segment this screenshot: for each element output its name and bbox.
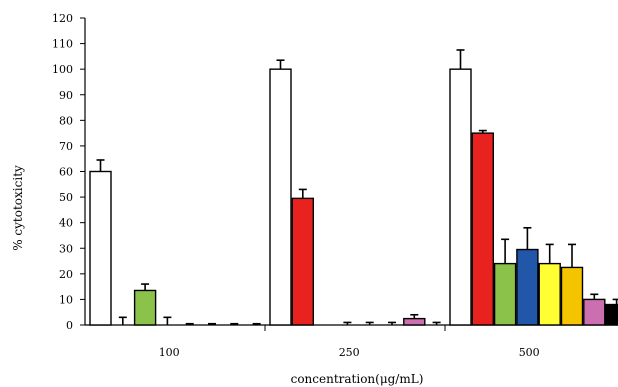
bars [89, 49, 618, 326]
y-tick-label: 0 [66, 319, 73, 332]
bar [605, 303, 618, 326]
x-tick-label: 500 [519, 346, 540, 359]
bar [133, 289, 157, 326]
y-tick-label: 80 [59, 114, 73, 127]
y-tick-label: 100 [52, 63, 73, 76]
y-axis-title: % cytotoxicity [11, 165, 25, 251]
y-tick-label: 40 [59, 217, 73, 230]
bar [493, 262, 517, 326]
bar [516, 248, 539, 326]
bar [471, 132, 494, 326]
y-tick-label: 20 [59, 268, 73, 281]
y-tick-label: 50 [59, 191, 73, 204]
y-tick-label: 30 [59, 242, 73, 255]
y-tick-label: 60 [59, 166, 73, 179]
bar [269, 68, 292, 326]
y-tick-label: 10 [59, 293, 73, 306]
y-tick-label: 90 [59, 89, 73, 102]
x-tick-label: 100 [159, 346, 180, 359]
bar [560, 266, 584, 326]
x-axis: 100 250 500 [85, 324, 618, 359]
bar [449, 68, 472, 326]
bar [538, 262, 561, 326]
y-axis: 0 10 20 30 40 50 60 70 80 90 100 110 120 [52, 12, 86, 332]
y-tick-label: 110 [52, 38, 73, 51]
x-tick-label: 250 [339, 346, 360, 359]
bar [403, 317, 426, 326]
y-tick-label: 120 [52, 12, 73, 25]
x-axis-title: concentration(μg/mL) [291, 372, 424, 386]
bar [583, 298, 606, 326]
y-tick-label: 70 [59, 140, 73, 153]
bar [291, 197, 314, 326]
bar [89, 170, 112, 326]
